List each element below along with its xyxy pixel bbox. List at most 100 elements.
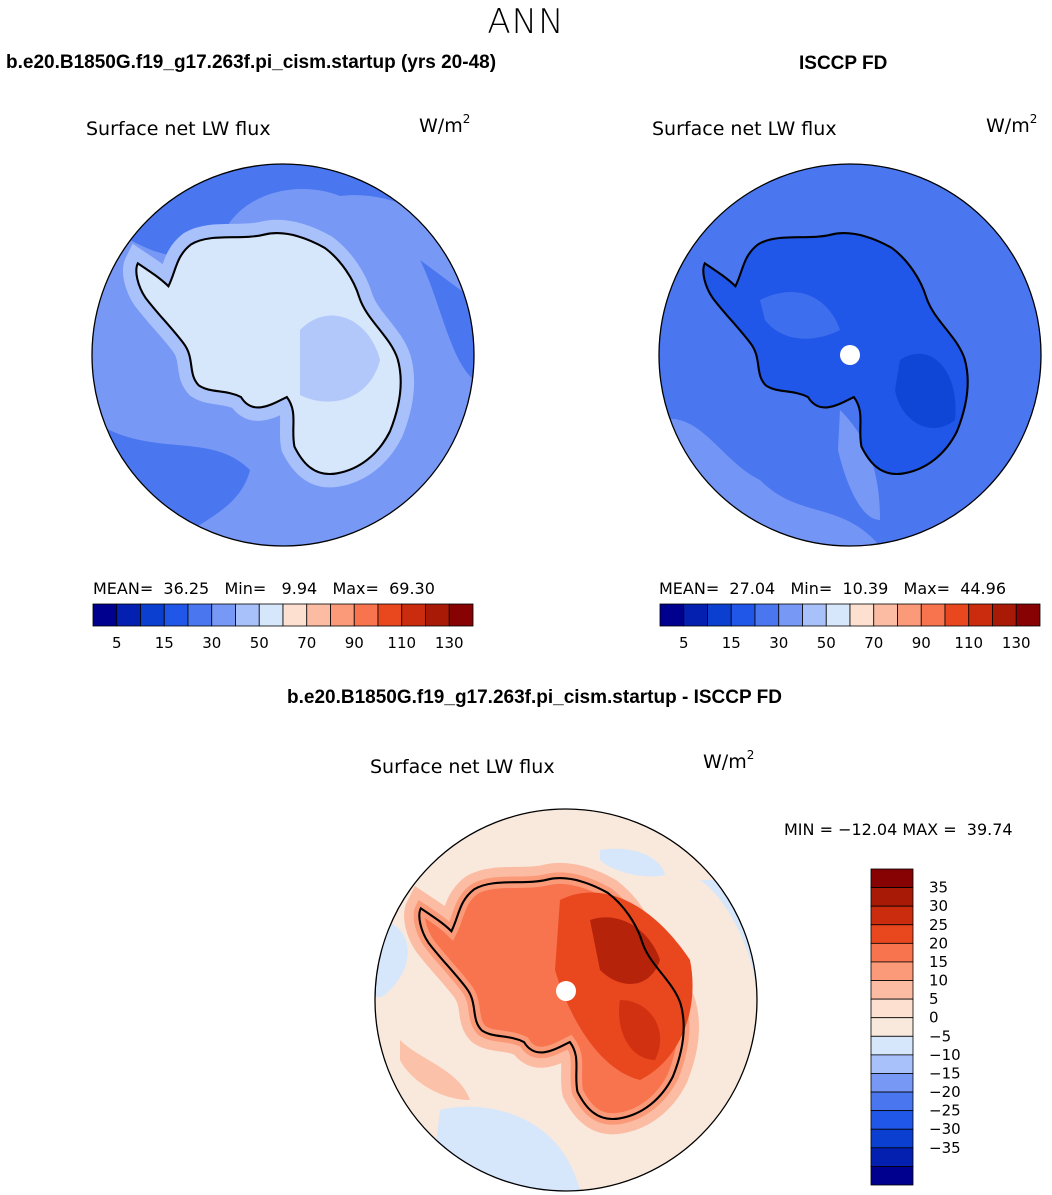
obs-plot-label: Surface net LW flux [652, 118, 837, 140]
obs-colorbar-swatch [802, 603, 827, 627]
obs-colorbar-tick-label: 50 [817, 634, 836, 652]
diff-units: W/m2 [703, 748, 755, 773]
model-colorbar-tick-label: 90 [345, 634, 364, 652]
diff-pole-mask [556, 981, 576, 1001]
obs-colorbar-tick-label: 70 [864, 634, 883, 652]
diff-region-lower-left [400, 1040, 470, 1100]
model-colorbar-swatch [425, 603, 450, 627]
diff-colorbar-swatch [870, 1017, 914, 1037]
obs-region-lower-tongue [838, 410, 880, 520]
obs-colorbar-tick-label: 110 [954, 634, 983, 652]
obs-units: W/m2 [986, 112, 1038, 137]
obs-colorbar-tick-label: 15 [722, 634, 741, 652]
diff-colorbar-tick-label: 10 [929, 972, 948, 990]
obs-colorbar-swatch [778, 603, 803, 627]
obs-colorbar-swatch [730, 603, 756, 627]
diff-colorbar-swatch [870, 868, 914, 888]
model-colorbar-swatch [353, 603, 379, 627]
model-colorbar-swatch [211, 603, 236, 627]
model-colorbar-tick-label: 30 [202, 634, 221, 652]
obs-colorbar-swatch [873, 603, 898, 627]
model-colorbar-swatch [330, 603, 355, 627]
obs-interior-patch [895, 353, 956, 429]
diff-colorbar-swatch [870, 998, 914, 1019]
obs-colorbar-tick-label: 130 [1002, 634, 1031, 652]
obs-pole-mask [840, 345, 860, 365]
model-colorbar-tick-label: 15 [155, 634, 174, 652]
model-colorbar-tick-label: 110 [387, 634, 416, 652]
diff-colorbar-swatch [870, 1054, 914, 1074]
diff-plot-label: Surface net LW flux [370, 756, 555, 778]
obs-colorbar-swatch [944, 603, 970, 627]
model-interior-patch [300, 315, 380, 402]
diff-colorbar-tick-label: 25 [929, 916, 948, 934]
diff-colorbar-swatch [870, 1147, 914, 1167]
model-stats: MEAN= 36.25 Min= 9.94 Max= 69.30 [93, 579, 435, 598]
model-colorbar-swatch [140, 603, 165, 627]
figure-title: ANN [487, 2, 565, 42]
obs-colorbar-tick-label: 90 [912, 634, 931, 652]
model-units: W/m2 [419, 112, 471, 137]
obs-colorbar-swatch [849, 603, 875, 627]
model-colorbar-swatch [163, 603, 189, 627]
obs-interior-light-patch [760, 291, 840, 339]
model-colorbar-tick-label: 70 [297, 634, 316, 652]
model-polar-map [91, 163, 475, 547]
diff-colorbar-tick-label: 5 [929, 990, 939, 1008]
obs-panel-header: ISCCP FD [799, 53, 888, 74]
diff-colorbar-swatch [870, 924, 914, 944]
obs-polar-map [658, 163, 1042, 547]
obs-colorbar-swatch [683, 603, 708, 627]
model-colorbar-swatch [92, 603, 118, 627]
model-colorbar: 5 15 30 50 70 90 110 130 [92, 603, 474, 652]
obs-stats: MEAN= 27.04 Min= 10.39 Max= 44.96 [659, 579, 1006, 598]
diff-colorbar-tick-label: −20 [929, 1083, 961, 1101]
diff-colorbar-tick-label: 0 [929, 1009, 939, 1027]
diff-colorbar-swatch [870, 1091, 914, 1112]
diff-colorbar-swatch [870, 1110, 914, 1130]
model-panel-header: b.e20.B1850G.f19_g17.263f.pi_cism.startu… [6, 52, 497, 73]
obs-colorbar: 5 15 30 50 70 90 110 130 [659, 603, 1041, 652]
diff-colorbar-tick-label: −30 [929, 1120, 961, 1138]
diff-colorbar-tick-label: −35 [929, 1139, 961, 1157]
model-colorbar-swatch [187, 603, 213, 627]
diff-colorbar-swatch [870, 961, 914, 981]
model-colorbar-swatch [116, 603, 141, 627]
diff-colorbar-tick-label: −5 [929, 1027, 951, 1045]
diff-polar-map [374, 808, 758, 1192]
diff-stats: MIN = −12.04 MAX = 39.74 [784, 820, 1013, 839]
model-map-border [91, 163, 475, 547]
diff-colorbar-tick-label: −10 [929, 1046, 961, 1064]
diff-map-border [374, 808, 758, 1192]
obs-colorbar-swatch [754, 603, 780, 627]
model-colorbar-tick-label: 50 [250, 634, 269, 652]
diff-colorbar-tick-label: 20 [929, 934, 948, 952]
model-colorbar-tick-label: 5 [112, 634, 122, 652]
diff-region-top [600, 848, 665, 877]
diff-colorbar-tick-label: −25 [929, 1102, 961, 1120]
model-colorbar-swatch [448, 603, 474, 627]
obs-colorbar-swatch [1015, 603, 1041, 627]
model-plot-label: Surface net LW flux [86, 118, 271, 140]
model-colorbar-swatch [306, 603, 331, 627]
obs-colorbar-swatch [707, 603, 732, 627]
diff-colorbar-tick-label: 15 [929, 953, 948, 971]
diff-colorbar-swatch [870, 1128, 914, 1149]
diff-panel-header: b.e20.B1850G.f19_g17.263f.pi_cism.startu… [287, 687, 782, 708]
diff-colorbar-tick-label: −15 [929, 1064, 961, 1082]
obs-colorbar-swatch [920, 603, 946, 627]
diff-colorbar-swatch [870, 1073, 914, 1093]
model-colorbar-swatch [377, 603, 403, 627]
model-colorbar-swatch [235, 603, 260, 627]
diff-interior-core-lower [619, 1000, 661, 1060]
diff-colorbar-swatch [870, 905, 914, 926]
model-region-right [420, 260, 474, 380]
obs-colorbar-swatch [992, 603, 1017, 627]
diff-colorbar-tick-label: 35 [929, 879, 948, 897]
model-colorbar-swatch [258, 603, 284, 627]
model-colorbar-tick-label: 130 [435, 634, 464, 652]
obs-colorbar-swatch [897, 603, 922, 627]
obs-colorbar-tick-label: 5 [679, 634, 689, 652]
